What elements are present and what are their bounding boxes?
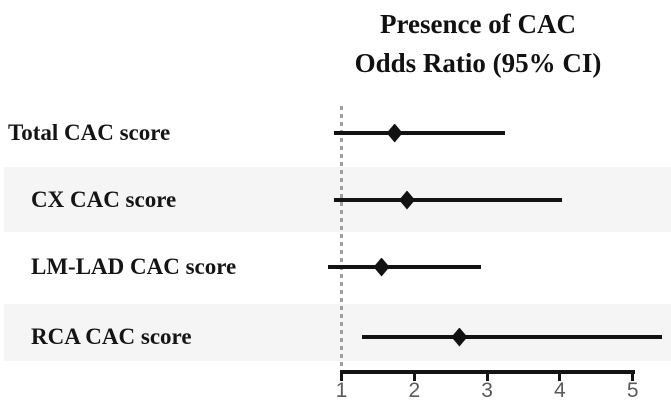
x-axis-tick-label: 2 [408,379,421,402]
x-axis-tick-label: 5 [626,379,639,402]
x-axis-tick-label: 1 [335,379,348,402]
point-diamond [451,327,468,347]
point-diamond [399,190,416,210]
reference-line [340,106,343,371]
row-label: LM-LAD CAC score [31,254,237,279]
row-band [4,304,671,361]
chart-title-line1: Presence of CAC [380,9,576,39]
row-label: Total CAC score [8,120,171,145]
row-label: RCA CAC score [31,324,192,349]
x-axis-tick-label: 4 [554,379,566,402]
x-axis-tick [340,370,343,381]
ci-line [361,335,662,339]
x-axis-tick [631,370,635,381]
chart-title-line2: Odds Ratio (95% CI) [354,48,602,78]
point-diamond [386,123,403,143]
x-axis-tick [412,370,416,381]
ci-line [334,131,506,135]
x-axis-tick-label: 3 [481,379,493,402]
x-axis-tick [558,370,562,381]
chart-title: Presence of CAC Odds Ratio (95% CI) [278,5,671,83]
ci-line [334,198,563,202]
point-diamond [373,257,390,277]
x-axis-tick [485,370,489,381]
row-label: CX CAC score [31,187,177,212]
ci-line [328,265,482,269]
